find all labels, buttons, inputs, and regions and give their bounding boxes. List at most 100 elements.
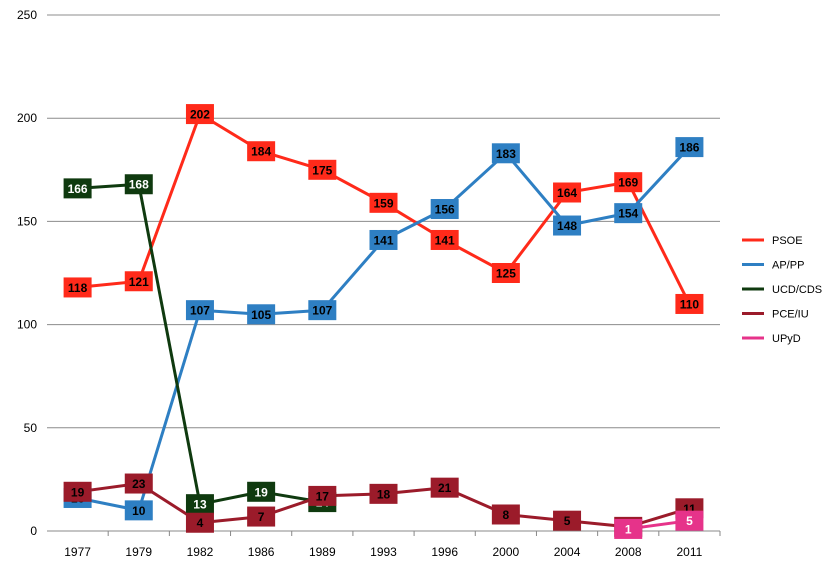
data-point-ucd-cds: 166 xyxy=(63,178,92,199)
x-axis-ticks: 1977 1979 1982 1986 1989 1993 1996 2000 2004 2008… xyxy=(64,531,721,559)
data-label-psoe: 141 xyxy=(435,233,455,247)
data-markers: 1181212021841751591411251641691101610107… xyxy=(63,104,704,539)
x-tick-label: 1996 xyxy=(431,545,458,559)
x-tick-label: 2008 xyxy=(615,545,642,559)
data-point-ap-pp: 107 xyxy=(308,300,337,321)
marker-psoe xyxy=(185,104,214,125)
y-tick-label: 100 xyxy=(17,318,37,332)
data-label-ap-pp: 105 xyxy=(251,308,271,322)
data-point-ap-pp: 107 xyxy=(185,300,214,321)
data-point-pce-iu: 5 xyxy=(553,510,582,531)
data-point-ucd-cds: 168 xyxy=(124,174,153,195)
data-label-upyd: 5 xyxy=(686,514,693,528)
x-tick-label: 1989 xyxy=(309,545,336,559)
data-point-pce-iu: 21 xyxy=(430,477,459,498)
marker-psoe xyxy=(124,271,153,292)
marker-pce-iu xyxy=(185,512,214,533)
data-label-pce-iu: 18 xyxy=(377,487,391,501)
legend: PSOE AP/PP UCD/CDS PCE/IU UPyD xyxy=(742,235,822,345)
data-label-psoe: 121 xyxy=(129,275,149,289)
marker-ucd-cds xyxy=(185,494,214,515)
marker-ap-pp xyxy=(308,300,337,321)
y-tick-label: 250 xyxy=(17,8,37,22)
marker-psoe xyxy=(63,277,92,298)
data-point-psoe: 110 xyxy=(675,293,704,314)
x-tick-label: 2011 xyxy=(677,545,703,559)
data-point-pce-iu: 19 xyxy=(63,481,92,502)
y-tick-label: 50 xyxy=(24,421,38,435)
data-label-ap-pp: 148 xyxy=(557,219,577,233)
marker-ap-pp xyxy=(430,199,459,220)
x-tick-label: 1993 xyxy=(370,545,397,559)
data-label-ucd-cds: 13 xyxy=(193,498,207,512)
marker-ucd-cds xyxy=(63,178,92,199)
marker-ucd-cds xyxy=(247,481,276,502)
x-tick-label: 1982 xyxy=(187,545,214,559)
data-label-pce-iu: 23 xyxy=(132,477,146,491)
data-label-psoe: 159 xyxy=(373,196,393,210)
data-point-psoe: 125 xyxy=(491,263,520,283)
data-point-psoe: 164 xyxy=(553,182,582,203)
data-point-psoe: 175 xyxy=(308,159,337,180)
legend-label: PCE/IU xyxy=(772,309,809,321)
data-label-pce-iu: 21 xyxy=(438,481,452,495)
data-point-ap-pp: 148 xyxy=(553,215,582,236)
legend-label: UPyD xyxy=(772,333,801,345)
marker-ap-pp xyxy=(553,215,582,236)
data-point-psoe: 184 xyxy=(247,141,276,162)
data-point-pce-iu: 8 xyxy=(491,504,520,525)
data-label-psoe: 118 xyxy=(68,281,88,295)
data-point-upyd: 5 xyxy=(675,510,704,531)
data-point-psoe: 169 xyxy=(614,172,643,193)
data-label-ap-pp: 156 xyxy=(435,203,455,217)
data-point-upyd: 1 xyxy=(614,518,643,539)
data-point-ap-pp: 183 xyxy=(491,143,520,164)
data-point-psoe: 159 xyxy=(369,192,398,213)
data-point-ap-pp: 105 xyxy=(247,304,276,325)
marker-ap-pp xyxy=(247,304,276,325)
x-tick-label: 2000 xyxy=(493,545,520,559)
data-label-psoe: 125 xyxy=(496,267,516,281)
data-label-ap-pp: 10 xyxy=(132,504,146,518)
marker-psoe xyxy=(369,192,398,213)
marker-psoe xyxy=(614,172,643,193)
data-point-psoe: 141 xyxy=(430,229,459,250)
data-point-ucd-cds: 19 xyxy=(247,481,276,502)
x-tick-label: 1977 xyxy=(64,545,91,559)
data-label-ap-pp: 183 xyxy=(496,147,516,161)
marker-psoe xyxy=(553,182,582,203)
data-label-psoe: 184 xyxy=(251,145,271,159)
data-label-psoe: 202 xyxy=(190,108,210,122)
data-point-psoe: 121 xyxy=(124,271,153,292)
marker-psoe xyxy=(430,229,459,250)
data-point-pce-iu: 4 xyxy=(185,512,214,533)
legend-label: UCD/CDS xyxy=(772,284,822,296)
y-axis-ticks: 0 50 100 150 200 250 xyxy=(17,8,37,538)
data-point-pce-iu: 7 xyxy=(247,506,276,527)
marker-ap-pp xyxy=(369,229,398,250)
data-label-pce-iu: 19 xyxy=(71,485,85,499)
data-label-pce-iu: 17 xyxy=(316,489,330,503)
legend-label: PSOE xyxy=(772,235,803,247)
marker-pce-iu xyxy=(63,481,92,502)
data-point-ap-pp: 141 xyxy=(369,229,398,250)
series-lines xyxy=(77,112,691,531)
data-point-pce-iu: 17 xyxy=(308,485,337,506)
data-label-pce-iu: 5 xyxy=(564,514,571,528)
data-label-ap-pp: 186 xyxy=(679,141,699,155)
data-label-psoe: 169 xyxy=(618,176,638,190)
marker-pce-iu xyxy=(308,485,337,506)
y-tick-label: 200 xyxy=(17,111,37,125)
marker-pce-iu xyxy=(247,506,276,527)
marker-psoe xyxy=(491,263,520,283)
marker-ap-pp xyxy=(491,143,520,164)
legend-item-ap-pp: AP/PP xyxy=(742,260,804,272)
legend-item-psoe: PSOE xyxy=(742,235,803,247)
marker-psoe xyxy=(675,293,704,314)
data-point-ap-pp: 156 xyxy=(430,199,459,220)
legend-label: AP/PP xyxy=(772,260,804,272)
data-label-psoe: 164 xyxy=(557,186,577,200)
data-label-ap-pp: 107 xyxy=(190,304,210,318)
marker-pce-iu xyxy=(491,504,520,525)
